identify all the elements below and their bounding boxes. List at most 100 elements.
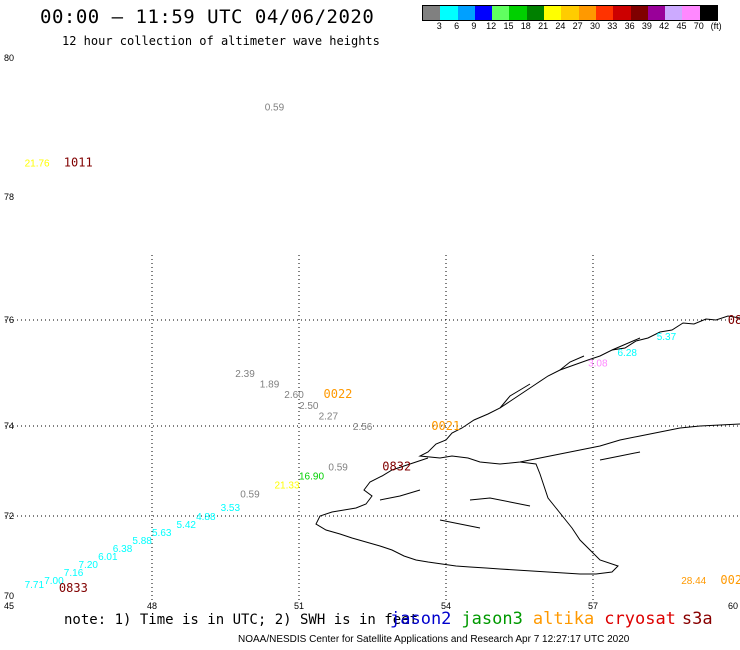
colorbar-label: 18 <box>520 21 531 31</box>
latitude-label: 78 <box>4 192 14 202</box>
colorbar-swatch <box>474 6 493 20</box>
longitude-label: 48 <box>147 601 157 611</box>
colorbar-swatch <box>492 6 510 20</box>
wave-height-label: 16.90 <box>299 472 324 483</box>
colorbar-label: 9 <box>471 21 477 31</box>
satellite-legend: jason2 jason3 altika cryosat s3a <box>390 609 713 629</box>
colorbar-swatch <box>440 6 458 20</box>
wave-height-label: 4.88 <box>196 512 216 523</box>
coastline-novaya-zemlya <box>315 315 740 575</box>
wave-height-colorbar <box>422 5 719 21</box>
wave-height-label: 2.39 <box>235 369 255 380</box>
wave-height-label: 6.28 <box>618 348 638 359</box>
wave-height-label: 21.76 <box>25 158 50 169</box>
wave-height-label: 2.50 <box>299 401 319 412</box>
colorbar-label: 45 <box>676 21 687 31</box>
longitude-label: 51 <box>294 601 304 611</box>
wave-height-label: 5.42 <box>177 520 197 531</box>
colorbar-swatch <box>509 6 527 20</box>
legend-note: note: 1) Time is in UTC; 2) SWH is in fe… <box>64 612 419 628</box>
wave-height-label: 0.59 <box>265 103 285 114</box>
wave-height-label: 0.59 <box>328 463 348 474</box>
wave-height-label: 7.16 <box>64 568 84 579</box>
observation-time-label: 0022 <box>324 387 353 401</box>
colorbar-swatch <box>613 6 631 20</box>
colorbar-label: 33 <box>607 21 618 31</box>
wave-height-label: 7.71 <box>25 580 45 591</box>
graticule <box>5 255 738 600</box>
colorbar-label: 21 <box>538 21 549 31</box>
colorbar-label: 42 <box>659 21 670 31</box>
wave-height-label: 1.89 <box>260 380 280 391</box>
wave-height-label: 3.53 <box>221 503 241 514</box>
observation-time-label: 1011 <box>64 155 93 169</box>
satellite-legend-altika: altika <box>532 609 595 629</box>
latitude-label: 74 <box>4 421 14 431</box>
longitude-label: 57 <box>588 601 598 611</box>
colorbar-swatch <box>457 6 475 20</box>
observation-time-label: 002 <box>720 573 740 587</box>
colorbar-swatch <box>630 6 648 20</box>
colorbar-label: 27 <box>572 21 583 31</box>
latitude-label: 76 <box>4 315 14 325</box>
longitude-label: 60 <box>728 601 738 611</box>
colorbar-label: 39 <box>641 21 652 31</box>
latitude-label: 72 <box>4 511 14 521</box>
colorbar-label: 12 <box>486 21 497 31</box>
satellite-legend-cryosat: cryosat <box>604 609 676 629</box>
colorbar-label: 70 <box>693 21 704 31</box>
colorbar-swatch <box>699 6 718 20</box>
map-subtitle: 12 hour collection of altimeter wave hei… <box>62 34 380 48</box>
colorbar-label: 24 <box>555 21 566 31</box>
wave-height-label: 21.33 <box>275 481 300 492</box>
colorbar-label: 36 <box>624 21 635 31</box>
colorbar-swatch <box>595 6 614 20</box>
longitude-label: 54 <box>441 601 451 611</box>
colorbar-swatch <box>544 6 562 20</box>
observation-time-label: 0832 <box>382 460 411 474</box>
colorbar-swatch <box>665 6 683 20</box>
coastline-inlets <box>379 337 641 529</box>
colorbar-swatch <box>561 6 579 20</box>
observation-time-label: 0833 <box>59 581 88 595</box>
observation-time-label: 0021 <box>431 419 460 433</box>
coastline-north-island <box>418 315 740 465</box>
credit-line: NOAA/NESDIS Center for Satellite Applica… <box>238 634 630 645</box>
colorbar-labels: 3 6 9 12 15 18 21 24 27 30 33 36 39 42 45 70 (ft) <box>422 21 740 33</box>
colorbar-swatch <box>526 6 545 20</box>
wave-height-label: 0.59 <box>240 490 260 501</box>
colorbar-label: 15 <box>503 21 514 31</box>
colorbar-swatch <box>578 6 596 20</box>
colorbar-label: (ft) <box>710 21 722 31</box>
wave-height-label: 5.37 <box>657 332 677 343</box>
observation-time-label: 08 <box>728 313 740 327</box>
satellite-legend-jason2: jason2 <box>390 609 452 629</box>
colorbar-swatch <box>647 6 666 20</box>
colorbar-label: 6 <box>454 21 460 31</box>
wave-height-label: 3.08 <box>588 358 608 369</box>
wave-height-label: 2.60 <box>284 390 304 401</box>
wave-height-label: 7.00 <box>44 576 64 587</box>
wave-height-label: 28.44 <box>681 576 706 587</box>
satellite-legend-s3a: s3a <box>681 609 713 629</box>
wave-height-label: 6.01 <box>98 552 118 563</box>
wave-height-label: 5.63 <box>152 528 172 539</box>
wave-height-observations: 0.59 21.76 1011 2.39 1.89 2.60 0022 2.502.27 2.5… <box>25 103 740 595</box>
wave-height-label: 5.88 <box>132 536 152 547</box>
coastline-south-island <box>315 457 619 575</box>
wave-height-label: 2.27 <box>319 411 339 422</box>
colorbar-swatch <box>423 6 441 20</box>
wave-height-label: 6.38 <box>113 544 133 555</box>
wave-height-label: 7.20 <box>79 560 99 571</box>
colorbar-label: 3 <box>436 21 442 31</box>
longitude-label: 45 <box>4 601 14 611</box>
satellite-legend-jason3: jason3 <box>461 609 523 629</box>
latitude-label: 80 <box>4 53 14 63</box>
latitude-label: 70 <box>4 591 14 601</box>
wave-height-label: 2.56 <box>353 422 373 433</box>
colorbar-label: 30 <box>589 21 601 31</box>
colorbar-swatch <box>682 6 700 20</box>
map-title: 00:00 – 11:59 UTC 04/06/2020 <box>40 6 375 28</box>
